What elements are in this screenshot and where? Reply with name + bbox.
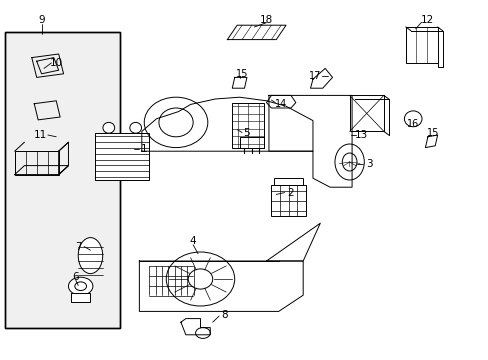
Bar [405, 27, 437, 63]
Bar [95, 133, 149, 180]
Text: 9: 9 [38, 15, 45, 25]
Text: 13: 13 [354, 130, 368, 140]
Text: 17: 17 [308, 71, 321, 81]
Bar [271, 185, 305, 216]
Bar [71, 293, 90, 302]
Text: 11: 11 [33, 130, 47, 140]
Bar [5, 32, 120, 328]
Text: 14: 14 [274, 99, 287, 109]
Text: 2: 2 [287, 188, 294, 198]
Text: 15: 15 [235, 69, 248, 79]
Ellipse shape [130, 122, 142, 133]
Bar [15, 151, 59, 175]
Ellipse shape [103, 122, 114, 133]
Text: 10: 10 [50, 58, 62, 68]
Text: 7: 7 [75, 242, 81, 252]
Bar [349, 95, 383, 131]
Text: 8: 8 [221, 310, 228, 320]
Ellipse shape [68, 277, 93, 295]
Bar [273, 178, 303, 185]
Text: 1: 1 [141, 144, 147, 154]
Ellipse shape [78, 238, 102, 274]
Text: 18: 18 [259, 15, 273, 25]
Text: 4: 4 [189, 236, 196, 246]
Text: 5: 5 [243, 128, 250, 138]
Text: 6: 6 [72, 272, 79, 282]
Text: 16: 16 [406, 119, 419, 129]
Text: 15: 15 [426, 128, 438, 138]
Text: 12: 12 [420, 15, 434, 25]
Bar [232, 103, 264, 148]
Bar [5, 32, 120, 328]
Text: 3: 3 [365, 159, 372, 169]
